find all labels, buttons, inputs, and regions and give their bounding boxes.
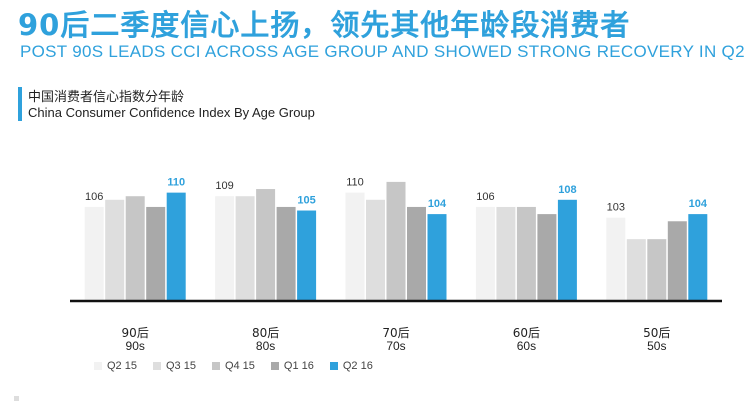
category-label-zh: 90后 bbox=[122, 326, 149, 340]
legend-label: Q1 16 bbox=[283, 360, 314, 372]
chart-legend: Q2 15 Q3 15 Q4 15 Q1 16 Q2 16 bbox=[94, 360, 373, 372]
bar-50s-q3-15 bbox=[626, 239, 646, 300]
bar-50s-q2-16 bbox=[688, 214, 708, 300]
data-label: 108 bbox=[558, 184, 576, 196]
category-label-zh: 80后 bbox=[252, 326, 279, 340]
bar-70s-q3-15 bbox=[366, 199, 385, 300]
corner-marker bbox=[14, 396, 19, 401]
legend-item: Q3 15 bbox=[152, 360, 196, 372]
category-label-en: 60s bbox=[517, 339, 536, 353]
bar-60s-q3-15 bbox=[496, 206, 516, 300]
legend-swatch bbox=[329, 362, 338, 370]
bar-80s-q2-15 bbox=[215, 196, 235, 300]
data-label: 110 bbox=[346, 177, 364, 189]
bar-80s-q3-15 bbox=[235, 196, 255, 300]
bar-50s-q1-16 bbox=[667, 221, 687, 300]
category-label-zh: 50后 bbox=[643, 326, 670, 340]
bar-60s-q1-16 bbox=[537, 214, 557, 300]
bar-50s-q2-15 bbox=[606, 217, 626, 300]
page-title: 90后二季度信心上扬，领先其他年龄段消费者 bbox=[18, 8, 631, 42]
legend-item: Q4 15 bbox=[211, 360, 255, 372]
legend-label: Q2 16 bbox=[342, 360, 373, 372]
bar-80s-q4-15 bbox=[256, 189, 276, 300]
bar-60s-q2-16 bbox=[557, 199, 577, 300]
bar-60s-q4-15 bbox=[516, 206, 536, 300]
bar-70s-q4-15 bbox=[386, 181, 406, 300]
data-label: 106 bbox=[476, 191, 494, 203]
data-label: 103 bbox=[607, 202, 625, 214]
subtitle-accent-bar bbox=[18, 87, 22, 121]
legend-label: Q3 15 bbox=[165, 360, 196, 372]
legend-item: Q2 16 bbox=[329, 360, 373, 372]
data-label: 104 bbox=[428, 198, 447, 210]
bar-60s-q2-15 bbox=[475, 206, 495, 300]
legend-swatch bbox=[152, 362, 161, 370]
data-label: 105 bbox=[297, 195, 315, 207]
bar-90s-q4-15 bbox=[125, 196, 145, 300]
category-label-en: 80s bbox=[256, 339, 275, 353]
legend-swatch bbox=[211, 362, 220, 370]
category-label-zh: 70后 bbox=[382, 326, 409, 340]
data-label: 104 bbox=[689, 198, 708, 210]
page-title-english: POST 90S LEADS CCI ACROSS AGE GROUP AND … bbox=[20, 42, 745, 61]
category-label-zh: 60后 bbox=[513, 326, 540, 340]
legend-label: Q2 15 bbox=[107, 360, 137, 372]
chart-subtitle-en: China Consumer Confidence Index By Age G… bbox=[28, 105, 315, 120]
category-label-en: 70s bbox=[386, 339, 405, 353]
bar-90s-q1-16 bbox=[146, 206, 166, 300]
bar-90s-q2-16 bbox=[166, 192, 186, 300]
category-label-en: 90s bbox=[126, 339, 145, 353]
bar-90s-q2-15 bbox=[84, 206, 104, 300]
data-label: 106 bbox=[85, 191, 103, 203]
data-label: 109 bbox=[215, 180, 233, 192]
bar-80s-q1-16 bbox=[276, 206, 296, 300]
legend-item: Q2 15 bbox=[94, 360, 137, 372]
bar-50s-q4-15 bbox=[647, 239, 667, 300]
bar-70s-q1-16 bbox=[407, 206, 426, 300]
bar-80s-q2-16 bbox=[297, 210, 317, 300]
legend-swatch bbox=[94, 362, 102, 370]
category-label-en: 50s bbox=[647, 339, 666, 353]
chart-subtitle-zh: 中国消费者信心指数分年龄 bbox=[28, 90, 185, 105]
data-label: 110 bbox=[167, 177, 185, 189]
bar-70s-q2-16 bbox=[427, 214, 447, 300]
legend-item: Q1 16 bbox=[270, 360, 314, 372]
bar-70s-q2-15 bbox=[345, 192, 365, 300]
bar-90s-q3-15 bbox=[105, 199, 125, 300]
legend-label: Q4 15 bbox=[224, 360, 255, 372]
legend-swatch bbox=[270, 362, 279, 370]
